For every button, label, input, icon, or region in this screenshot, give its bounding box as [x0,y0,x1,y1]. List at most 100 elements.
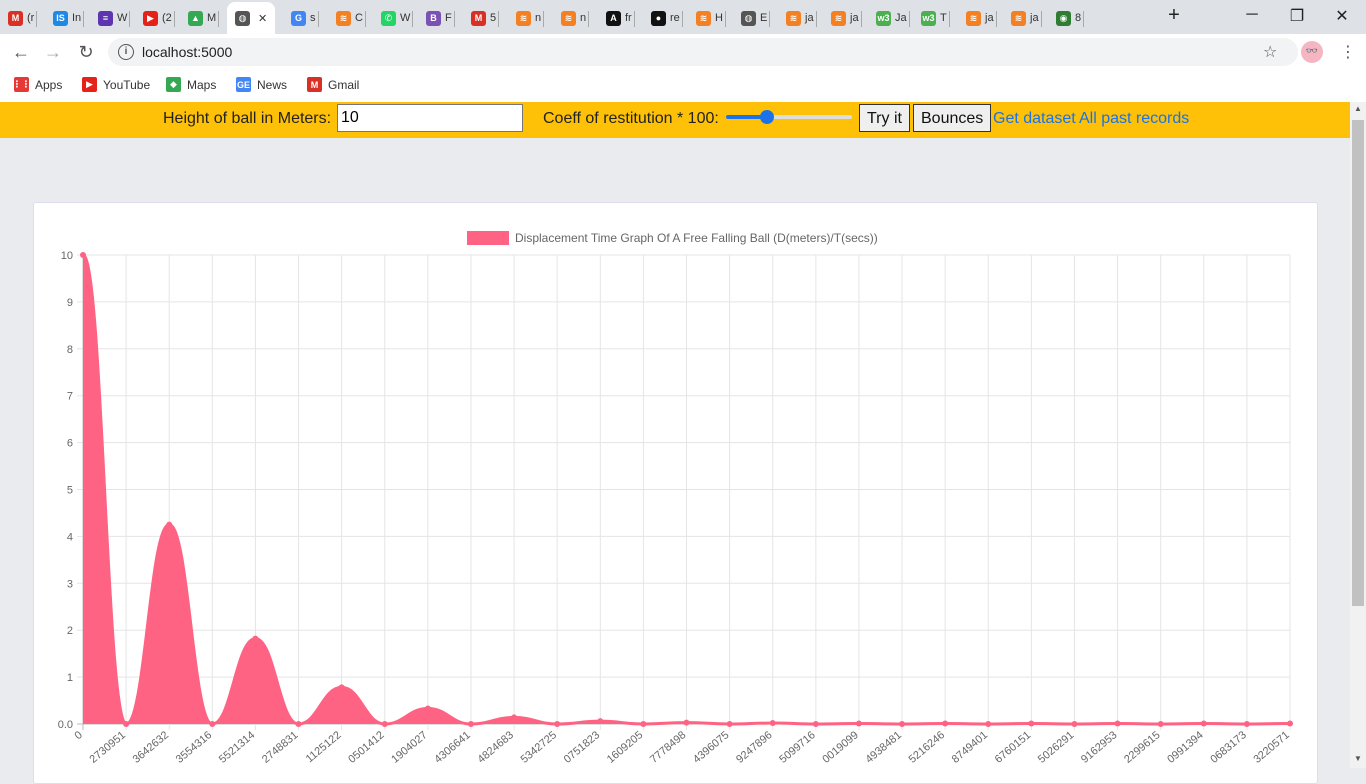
browser-tab[interactable]: ● re [651,4,683,32]
list-icon: ≡ [98,10,113,26]
bookmark-apps[interactable]: ⋮⋮ Apps [13,77,62,92]
github-icon: ● [651,10,666,26]
data-point [683,719,690,726]
y-tick-label: 1 [67,672,73,684]
browser-tab[interactable]: ≡ W [98,4,131,32]
data-point [252,635,259,642]
browser-tab[interactable]: ≋ H [696,4,726,32]
browser-tab[interactable]: ≋ ja [831,4,862,32]
close-window-icon[interactable]: ✕ [1335,8,1349,25]
past-records-link[interactable]: All past records [1079,110,1190,127]
page-content: Height of ball in Meters: 10 Coeff of re… [0,102,1350,784]
site-info-icon[interactable]: i [118,44,134,60]
y-tick-label: 0.0 [58,719,73,731]
page-scrollbar[interactable]: ▲ ▼ [1350,102,1366,768]
x-tick-label: 9247896 [734,729,775,766]
new-tab-icon[interactable]: + [1168,4,1180,26]
data-point [209,721,216,727]
tab-label: (2 [162,12,172,24]
y-tick-label: 8 [67,344,73,356]
profile-avatar[interactable]: 👓 [1301,41,1323,63]
coeff-slider[interactable] [726,110,852,124]
x-tick-label: 6760151 [993,729,1034,766]
try-it-button[interactable]: Try it [859,104,910,132]
get-dataset-link[interactable]: Get dataset [993,110,1076,127]
address-url[interactable]: localhost:5000 [142,44,233,60]
x-tick-label: 1125122 [304,729,344,765]
bookmark-star-icon[interactable]: ☆ [1263,44,1278,61]
x-tick-label: 0751823 [562,729,603,766]
gmail-icon: M [471,10,486,26]
y-tick-label: 9 [67,297,73,309]
reload-icon[interactable]: ↻ [78,42,94,62]
data-point [123,721,130,727]
minimize-icon[interactable]: ─ [1246,6,1258,23]
browser-tab[interactable]: ≋ n [516,4,545,32]
data-point [295,721,302,727]
height-label: Height of ball in Meters: [163,110,332,127]
tab-label: T [940,12,947,24]
address-bar[interactable]: i localhost:5000 [108,38,1298,66]
browser-tab[interactable]: w3 Ja [876,4,910,32]
stackoverflow-icon: ≋ [336,10,351,26]
x-tick-label: 2730951 [88,729,129,766]
google-icon: G [291,10,306,26]
bookmark-maps[interactable]: ◆ Maps [166,77,216,92]
youtube-icon: ▶ [82,77,97,92]
data-point [1200,720,1207,727]
scrollbar-thumb[interactable] [1352,120,1364,606]
w3schools-icon: w3 [876,10,891,26]
data-point [338,684,345,691]
x-tick-label: 3220571 [1251,729,1292,766]
bookmark-news[interactable]: GE News [236,77,287,92]
data-point [467,721,474,727]
browser-tab[interactable]: M (r [8,4,38,32]
browser-tab[interactable]: ≋ ja [1011,4,1042,32]
tab-label: ja [1030,12,1039,24]
browser-tab[interactable]: ≋ C [336,4,366,32]
stackoverflow-icon: ≋ [516,10,531,26]
browser-tab[interactable]: ◍ E [741,4,771,32]
tab-label: ja [850,12,859,24]
browser-tab[interactable]: ≋ ja [966,4,997,32]
close-tab-icon[interactable]: ✕ [258,12,268,25]
slider-thumb[interactable] [759,110,774,124]
browser-tab[interactable]: ▲ M [188,4,220,32]
menu-kebab-icon[interactable]: ⋮ [1340,44,1356,61]
forward-icon[interactable]: → [44,42,62,62]
data-point [769,720,776,727]
tab-label: s [310,12,316,24]
bookmark-youtube[interactable]: ▶ YouTube [82,77,150,92]
browser-tab[interactable]: w3 T [921,4,950,32]
tab-label: E [760,12,768,24]
y-tick-label: 6 [67,438,73,450]
displacement-time-chart: 0.0 1 2 3 4 5 6 7 8 9 10 0 2730951 3642632 3554316 5521… [58,231,1293,766]
legend-label: Displacement Time Graph Of A Free Fallin… [515,231,878,245]
y-tick-label: 7 [67,391,73,403]
x-tick-label: 4396075 [691,729,732,766]
back-icon[interactable]: ← [12,42,30,62]
browser-tab[interactable]: ◍ ✕ [227,2,276,34]
data-point [1243,721,1250,727]
height-input[interactable]: 10 [337,104,523,132]
bounces-button[interactable]: Bounces [913,104,992,132]
tab-label: W [117,12,128,24]
browser-tab[interactable]: ≋ ja [786,4,817,32]
browser-tab[interactable]: ▶ (2 [143,4,175,32]
drive-icon: ▲ [188,10,203,26]
x-tick-label: 5521314 [217,729,258,766]
browser-tab[interactable]: IS In [53,4,85,32]
browser-tab[interactable]: ✆ W [381,4,414,32]
x-tick-label: 0991394 [1165,729,1206,766]
bookmark-gmail[interactable]: M Gmail [307,77,359,92]
restore-icon[interactable]: ❐ [1289,8,1305,25]
stackoverflow-icon: ≋ [786,10,801,26]
browser-tab[interactable]: ◉ 8 [1056,4,1085,32]
browser-tab[interactable]: ≋ n [561,4,590,32]
tab-label: M [207,12,217,24]
data-point [1114,720,1121,727]
